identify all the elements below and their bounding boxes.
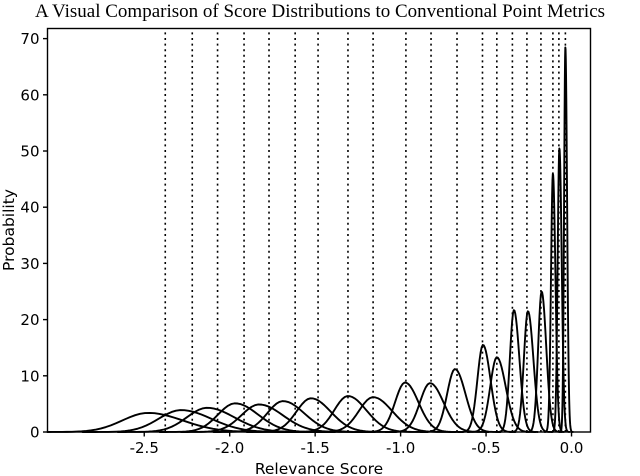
point-metric-lines-group (164, 28, 567, 432)
y-tick-label: 20 (20, 311, 39, 329)
axis-tick-labels-group: -2.5 -2.0 -1.5 -1.0 -0.5 0.0 0 10 20 30 40 50 60 70 (20, 30, 583, 457)
axis-ticks-group (43, 37, 573, 437)
x-tick-label: -2.0 (215, 439, 244, 457)
chart-title: A Visual Comparison of Score Distributio… (34, 1, 606, 22)
y-tick-label: 50 (20, 143, 39, 161)
x-tick-label: -1.0 (386, 439, 415, 457)
y-tick-label: 70 (20, 30, 39, 48)
plot-border (46, 27, 592, 433)
score-distribution-curve (509, 310, 553, 433)
score-distribution-curve (558, 46, 574, 433)
x-tick-label: -2.5 (130, 439, 159, 457)
score-distribution-curve (550, 147, 571, 433)
score-distribution-curve (525, 290, 563, 433)
y-tick-label: 60 (20, 86, 39, 104)
y-axis-label: Probability (0, 189, 18, 271)
x-tick-label: -1.5 (301, 439, 330, 457)
x-tick-label: -0.5 (471, 439, 500, 457)
y-tick-label: 10 (20, 367, 39, 385)
y-tick-label: 0 (30, 424, 40, 442)
y-tick-label: 40 (20, 199, 39, 217)
distribution-curves-group (46, 46, 574, 433)
y-tick-label: 30 (20, 255, 39, 273)
x-tick-label: 0.0 (560, 439, 584, 457)
x-axis-label: Relevance Score (255, 460, 383, 476)
score-distribution-curve (457, 344, 517, 433)
